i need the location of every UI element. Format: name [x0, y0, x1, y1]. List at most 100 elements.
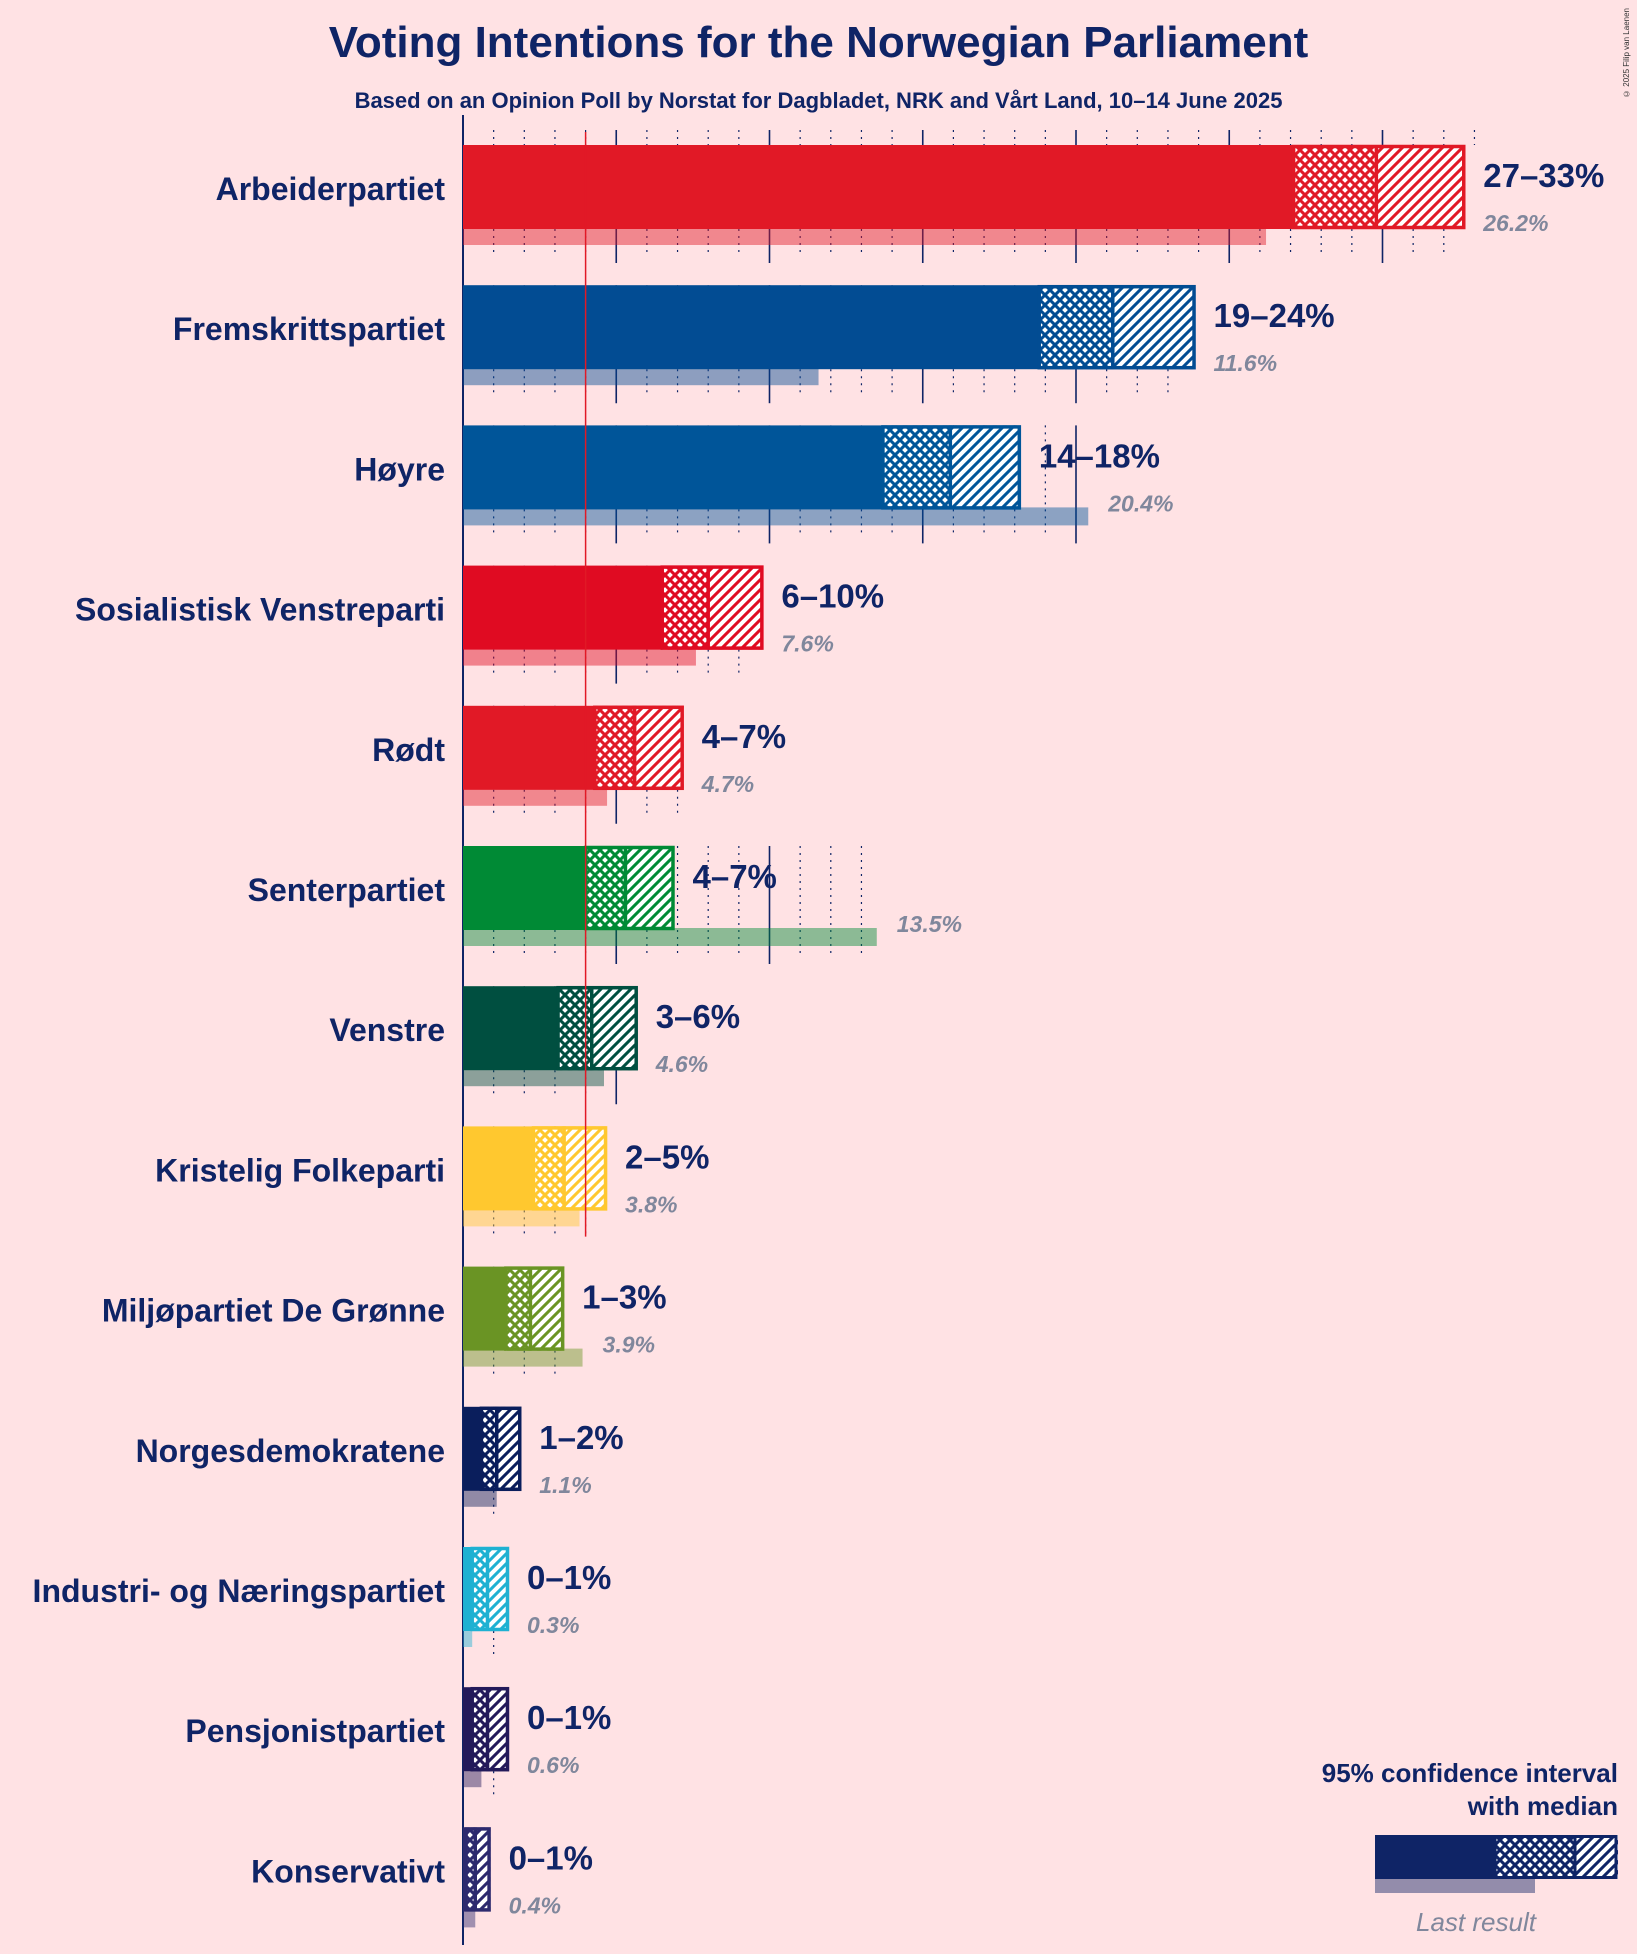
ci-solid-bar	[463, 1547, 473, 1631]
party-label: Venstre	[329, 1012, 445, 1048]
ci-solid-bar	[463, 425, 883, 510]
ci-outline	[660, 565, 764, 650]
range-label: 0–1%	[527, 1559, 611, 1596]
party-bars: Arbeiderpartiet 27–33% 26.2% Fremskrittspar…	[33, 144, 1604, 1928]
last-result-bar	[463, 1068, 604, 1087]
range-label: 27–33%	[1483, 157, 1604, 194]
party-label: Miljøpartiet De Grønne	[102, 1293, 445, 1329]
party-row: Kristelig Folkeparti 2–5% 3.8%	[155, 1126, 709, 1227]
legend-last-bar	[1375, 1875, 1535, 1893]
last-result-bar	[463, 928, 877, 946]
last-result-label: 0.3%	[527, 1612, 579, 1638]
last-result-bar	[463, 367, 819, 386]
ci-outline	[504, 1266, 565, 1351]
range-label: 0–1%	[509, 1839, 593, 1876]
party-row: Fremskrittspartiet 19–24% 11.6%	[173, 284, 1335, 386]
range-label: 4–7%	[702, 718, 786, 755]
last-result-label: 26.2%	[1482, 210, 1548, 236]
ci-solid-bar	[463, 846, 586, 930]
last-result-bar	[463, 1348, 583, 1367]
ci-lower-half	[1039, 285, 1113, 370]
ci-outline	[470, 1546, 510, 1632]
ci-lower-half	[662, 565, 709, 650]
ci-upper-half	[530, 1266, 565, 1351]
party-row: Senterpartiet 4–7% 13.5%	[248, 845, 962, 946]
party-label: Norgesdemokratene	[136, 1433, 445, 1469]
chart-title: Voting Intentions for the Norwegian Parl…	[328, 18, 1309, 67]
last-result-bar	[463, 1909, 476, 1928]
last-result-label: 7.6%	[781, 631, 833, 657]
last-result-bar	[463, 647, 696, 666]
party-label: Sosialistisk Venstreparti	[75, 592, 445, 628]
ci-outline	[556, 985, 638, 1071]
last-result-label: 0.6%	[527, 1752, 579, 1778]
ci-lower-half	[466, 1827, 476, 1912]
party-label: Industri- og Næringspartiet	[33, 1573, 446, 1609]
ci-upper-half	[950, 425, 1021, 510]
last-result-label: 3.9%	[603, 1332, 655, 1358]
ci-lower-half	[533, 1126, 565, 1211]
legend-swatch	[1375, 1835, 1618, 1893]
range-label: 3–6%	[656, 998, 740, 1035]
party-label: Fremskrittspartiet	[173, 311, 445, 347]
legend-cross	[1495, 1835, 1575, 1879]
legend: 95% confidence interval with median Last…	[1322, 1758, 1618, 1937]
party-row: Høyre 14–18% 20.4%	[354, 425, 1173, 526]
party-label: Arbeiderpartiet	[216, 171, 446, 207]
party-row: Arbeiderpartiet 27–33% 26.2%	[216, 144, 1604, 245]
party-label: Senterpartiet	[248, 872, 446, 908]
party-row: Sosialistisk Venstreparti 6–10% 7.6%	[75, 565, 884, 666]
ci-lower-half	[481, 1406, 497, 1491]
ci-lower-half	[585, 846, 626, 930]
ci-lower-half	[1293, 145, 1377, 229]
range-label: 14–18%	[1039, 437, 1160, 474]
last-result-bar	[463, 1488, 497, 1507]
range-label: 0–1%	[527, 1699, 611, 1736]
ci-solid-bar	[463, 285, 1040, 370]
party-row: Miljøpartiet De Grønne 1–3% 3.9%	[102, 1266, 667, 1367]
ci-solid-bar	[463, 1126, 534, 1211]
last-result-bar	[463, 1769, 482, 1788]
last-result-label: 11.6%	[1214, 350, 1278, 376]
range-label: 6–10%	[781, 578, 884, 615]
party-label: Rødt	[372, 732, 445, 768]
range-label: 2–5%	[625, 1138, 709, 1175]
party-label: Kristelig Folkeparti	[155, 1152, 445, 1188]
ci-upper-half	[708, 565, 764, 650]
party-row: Industri- og Næringspartiet 0–1% 0.3%	[33, 1546, 611, 1647]
party-label: Konservativt	[251, 1853, 445, 1889]
ci-lower-half	[472, 1687, 488, 1772]
ci-lower-half	[505, 1266, 531, 1351]
ci-outline	[593, 705, 684, 791]
last-result-bar	[463, 1208, 580, 1227]
range-label: 1–2%	[539, 1419, 623, 1456]
ci-upper-half	[487, 1687, 509, 1772]
ci-upper-half	[1376, 145, 1466, 229]
ci-solid-bar	[463, 565, 663, 650]
ci-lower-half	[882, 425, 951, 510]
legend-outline	[1493, 1835, 1618, 1879]
ci-upper-half	[591, 986, 638, 1071]
last-result-label: 13.5%	[897, 911, 962, 937]
ci-outline	[470, 1686, 510, 1772]
ci-lower-half	[594, 705, 635, 790]
ci-upper-half	[475, 1827, 491, 1912]
last-result-label: 4.7%	[701, 771, 754, 797]
last-result-label: 0.4%	[509, 1892, 561, 1918]
ci-solid-bar	[463, 1687, 473, 1772]
ci-upper-half	[487, 1547, 509, 1631]
chart-subtitle: Based on an Opinion Poll by Norstat for …	[354, 88, 1283, 113]
last-result-bar	[463, 787, 608, 806]
ci-outline	[1291, 144, 1466, 230]
legend-hatch	[1575, 1835, 1618, 1879]
ci-solid-bar	[463, 145, 1294, 229]
legend-title-line1: 95% confidence interval	[1322, 1758, 1618, 1788]
last-result-bar	[463, 1629, 473, 1647]
range-label: 19–24%	[1214, 297, 1335, 334]
range-label: 4–7%	[692, 858, 776, 895]
ci-lower-half	[472, 1547, 488, 1631]
ci-solid-bar	[463, 986, 559, 1071]
last-result-label: 20.4%	[1107, 490, 1173, 516]
legend-last-result-label: Last result	[1416, 1907, 1538, 1937]
